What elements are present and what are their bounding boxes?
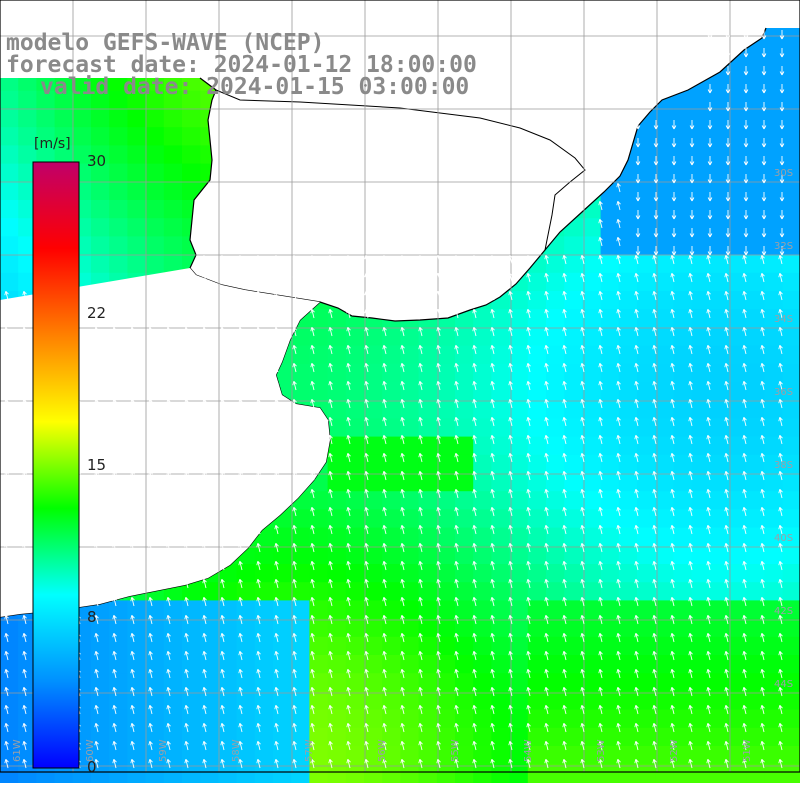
colorbar-tick-label: 0 [87,758,97,776]
lat-label: 34S [774,314,793,325]
valid-date: valid date: 2024-01-15 03:00:00 [40,74,469,100]
lat-label: 44S [774,679,793,690]
lon-label: 58W [231,739,242,762]
colorbar-tick-label: 22 [87,304,106,322]
colorbar-tick-label: 8 [87,608,97,626]
colorbar-unit: [m/s] [34,136,71,152]
colorbar-tick-label: 15 [87,456,106,474]
lon-label: 56W [377,739,388,762]
lat-label: 42S [774,606,793,617]
lat-label: 30S [774,168,793,179]
lat-label: 36S [774,387,793,398]
colorbar-gradient [33,162,79,768]
lon-label: 57W [304,739,315,762]
lon-label: 54W [523,739,534,762]
lon-label: 55W [450,739,461,762]
lon-label: 52W [669,739,680,762]
lon-label: 53W [596,739,607,762]
lat-label: 38S [774,460,793,471]
colorbar-tick-label: 30 [87,152,106,170]
lon-label: 61W [12,739,23,762]
lon-label: 51W [742,739,753,762]
lat-label: 40S [774,533,793,544]
lat-label: 32S [774,241,793,252]
lon-label: 59W [158,739,169,762]
